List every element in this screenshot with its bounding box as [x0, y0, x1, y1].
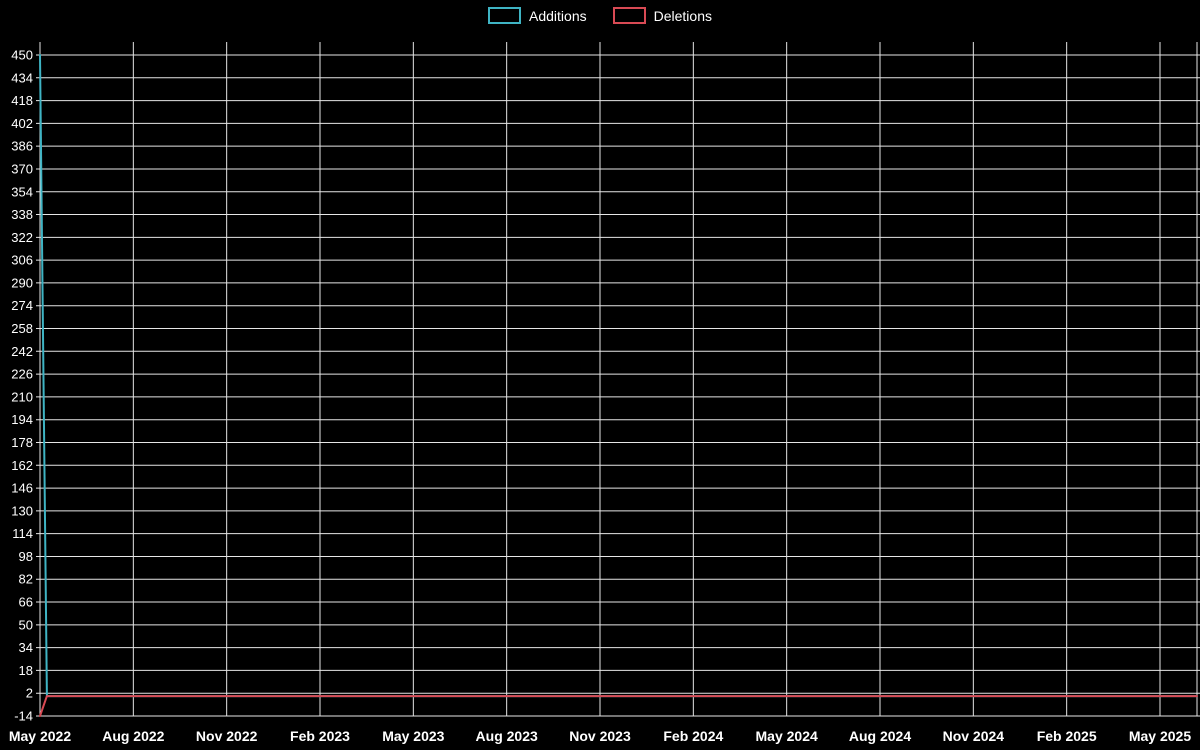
y-axis-tick-label: 178: [11, 435, 33, 450]
y-axis-tick-label: 146: [11, 481, 33, 496]
legend-item-additions: Additions: [488, 7, 587, 24]
x-axis-tick-label: Nov 2023: [569, 728, 631, 744]
y-axis-tick-label: 130: [11, 503, 33, 518]
y-axis-tick-label: 242: [11, 344, 33, 359]
x-axis-tick-label: Aug 2022: [102, 728, 164, 744]
y-axis-tick-label: 18: [19, 663, 33, 678]
chart-legend: Additions Deletions: [0, 7, 1200, 24]
x-axis-tick-label: Aug 2024: [849, 728, 911, 744]
legend-item-deletions: Deletions: [612, 7, 712, 24]
y-axis-tick-label: 2: [26, 686, 33, 701]
y-axis-tick-label: 34: [19, 640, 33, 655]
y-axis-tick-label: 50: [19, 617, 33, 632]
series-line-deletions: [39, 695, 1198, 717]
x-axis-tick-label: Feb 2023: [290, 728, 350, 744]
x-axis-tick-label: May 2025: [1129, 728, 1191, 744]
y-axis-tick-label: 418: [11, 93, 33, 108]
y-axis-tick-label: 162: [11, 458, 33, 473]
y-axis-tick-label: 82: [19, 572, 33, 587]
y-axis-tick-label: 386: [11, 139, 33, 154]
y-axis-tick-label: 354: [11, 184, 33, 199]
series-line-additions: [39, 54, 1198, 698]
y-axis-tick-label: 370: [11, 161, 33, 176]
x-axis-tick-label: Feb 2024: [663, 728, 723, 744]
x-axis-tick-label: Aug 2023: [476, 728, 538, 744]
y-axis-tick-label: 194: [11, 412, 33, 427]
y-axis-tick-label: 322: [11, 230, 33, 245]
legend-swatch-icon: [488, 7, 522, 24]
legend-label: Additions: [529, 7, 587, 24]
x-axis-tick-label: May 2022: [9, 728, 71, 744]
y-axis-tick-label: 258: [11, 321, 33, 336]
legend-swatch-icon: [612, 7, 646, 24]
y-axis-tick-label: 210: [11, 389, 33, 404]
x-axis-tick-label: May 2023: [382, 728, 444, 744]
y-axis-tick-label: -14: [14, 709, 33, 724]
y-axis-tick-label: 98: [19, 549, 33, 564]
y-axis-tick-label: 434: [11, 70, 33, 85]
y-axis-tick-label: 226: [11, 367, 33, 382]
x-axis-tick-label: Feb 2025: [1037, 728, 1097, 744]
y-axis-tick-label: 306: [11, 253, 33, 268]
y-axis-tick-label: 338: [11, 207, 33, 222]
x-axis-tick-label: Nov 2022: [196, 728, 258, 744]
y-axis-tick-label: 274: [11, 298, 33, 313]
legend-label: Deletions: [653, 7, 712, 24]
y-axis-tick-label: 290: [11, 275, 33, 290]
y-axis-tick-label: 450: [11, 48, 33, 63]
x-axis-tick-label: May 2024: [756, 728, 818, 744]
y-axis-tick-label: 114: [12, 526, 33, 541]
y-axis-tick-label: 66: [19, 595, 33, 610]
x-axis-tick-label: Nov 2024: [943, 728, 1005, 744]
y-axis-tick-label: 402: [11, 116, 33, 131]
